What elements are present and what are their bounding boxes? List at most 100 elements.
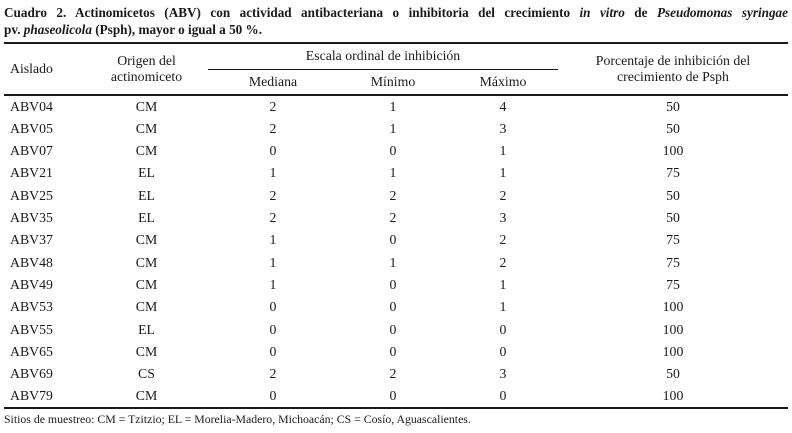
cell-origen: EL [138,165,155,181]
cell-aislado: ABV69 [10,366,53,382]
cell-maximo: 2 [499,232,507,248]
col-header-aislado: Aislado [10,61,53,76]
header-row-2: Mediana Mínimo Máximo [4,69,788,95]
cell-porcentaje: 100 [662,321,684,337]
cell-origen: CM [135,254,158,270]
cell-porcentaje: 75 [666,277,680,293]
col-header-porcentaje: Porcentaje de inhibición del crecimiento … [558,43,788,95]
cell-maximo: 3 [499,120,507,136]
data-table: Aislado Origen del actinomiceto Escala or… [4,42,788,410]
table-row: ABV49 CM 1 0 1 75 [4,274,788,296]
table-header: Aislado Origen del actinomiceto Escala or… [4,43,788,95]
table-row: ABV55 EL 0 0 0 100 [4,319,788,341]
cell-minimo: 2 [389,366,397,382]
cell-origen: CM [135,142,158,158]
cell-porcentaje: 50 [666,98,680,114]
cell-aislado: ABV55 [10,321,53,337]
table-row: ABV35 EL 2 2 3 50 [4,207,788,229]
table-row: ABV05 CM 2 1 3 50 [4,117,788,139]
cell-aislado: ABV25 [10,187,53,203]
table-row: ABV21 EL 1 1 1 75 [4,162,788,184]
table-row: ABV69 CS 2 2 3 50 [4,363,788,385]
header-row-1: Aislado Origen del actinomiceto Escala or… [4,43,788,84]
cell-minimo: 2 [389,209,397,225]
cell-aislado: ABV21 [10,165,53,181]
cell-minimo: 0 [389,142,397,158]
cell-minimo: 1 [389,254,397,270]
col-header-origen-line1: Origen del [117,53,176,68]
cell-maximo: 1 [499,277,507,293]
cell-origen: CS [138,366,155,382]
cell-porcentaje: 100 [662,299,684,315]
table-row: ABV37 CM 1 0 2 75 [4,229,788,251]
cell-maximo: 1 [499,165,507,181]
cell-origen: EL [138,187,155,203]
cell-minimo: 1 [389,165,397,181]
cell-origen: EL [138,321,155,337]
cell-porcentaje: 75 [666,232,680,248]
cell-maximo: 2 [499,187,507,203]
cell-origen: CM [135,299,158,315]
cell-porcentaje: 50 [666,187,680,203]
cell-aislado: ABV48 [10,254,53,270]
table-caption: Cuadro 2. Actinomicetos (ABV) con activi… [4,4,788,38]
col-header-maximo: Máximo [479,73,527,89]
cell-aislado: ABV35 [10,209,53,225]
cell-aislado: ABV07 [10,142,53,158]
cell-origen: CM [135,344,158,360]
cell-maximo: 4 [499,98,507,114]
cell-mediana: 1 [269,165,277,181]
cell-minimo: 0 [389,388,397,404]
cell-maximo: 0 [499,344,507,360]
table-body: ABV04 CM 2 1 4 50 ABV05 CM 2 1 3 50 ABV07 CM 0 0 1 100 ABV… [4,95,788,408]
cell-origen: EL [138,209,155,225]
cell-mediana: 2 [269,98,277,114]
cell-maximo: 3 [499,366,507,382]
table-row: ABV25 EL 2 2 2 50 [4,184,788,206]
cell-aislado: ABV53 [10,299,53,315]
caption-line-1: Cuadro 2. Actinomicetos (ABV) con activi… [4,5,789,20]
cell-mediana: 0 [269,388,277,404]
cell-origen: CM [135,98,158,114]
cell-porcentaje: 50 [666,120,680,136]
table-row: ABV65 CM 0 0 0 100 [4,341,788,363]
cell-aislado: ABV79 [10,388,53,404]
table-footnote: Sitios de muestreo: CM = Tzitzio; EL = M… [4,412,471,427]
cell-mediana: 2 [269,120,277,136]
cell-origen: CM [135,277,158,293]
cell-mediana: 1 [269,277,277,293]
cell-mediana: 2 [269,209,277,225]
cell-origen: CM [135,388,158,404]
table-row: ABV53 CM 0 0 1 100 [4,296,788,318]
cell-aislado: ABV65 [10,344,53,360]
cell-mediana: 1 [269,232,277,248]
cell-minimo: 0 [389,277,397,293]
col-header-porcentaje-line1: Porcentaje de inhibición del [595,53,751,68]
cell-porcentaje: 50 [666,209,680,225]
table-row: ABV48 CM 1 1 2 75 [4,252,788,274]
cell-minimo: 1 [389,120,397,136]
cell-minimo: 0 [389,299,397,315]
table-row: ABV79 CM 0 0 0 100 [4,386,788,408]
col-header-mediana: Mediana [248,73,298,89]
cell-aislado: ABV05 [10,120,53,136]
cell-porcentaje: 75 [666,165,680,181]
cell-minimo: 0 [389,321,397,337]
cell-mediana: 2 [269,366,277,382]
cell-maximo: 0 [499,321,507,337]
cell-porcentaje: 100 [662,388,684,404]
table-row: ABV07 CM 0 0 1 100 [4,140,788,162]
cell-minimo: 1 [389,98,397,114]
cell-mediana: 0 [269,299,277,315]
cell-aislado: ABV49 [10,277,53,293]
cell-origen: CM [135,120,158,136]
cell-maximo: 3 [499,209,507,225]
caption-line-2: pv. phaseolicola (Psph), mayor o igual a… [4,22,263,37]
table-row: ABV04 CM 2 1 4 50 [4,95,788,117]
cell-porcentaje: 75 [666,254,680,270]
cell-maximo: 1 [499,142,507,158]
cell-maximo: 1 [499,299,507,315]
cell-porcentaje: 50 [666,366,680,382]
col-header-porcentaje-line2: crecimiento de Psph [617,69,729,84]
